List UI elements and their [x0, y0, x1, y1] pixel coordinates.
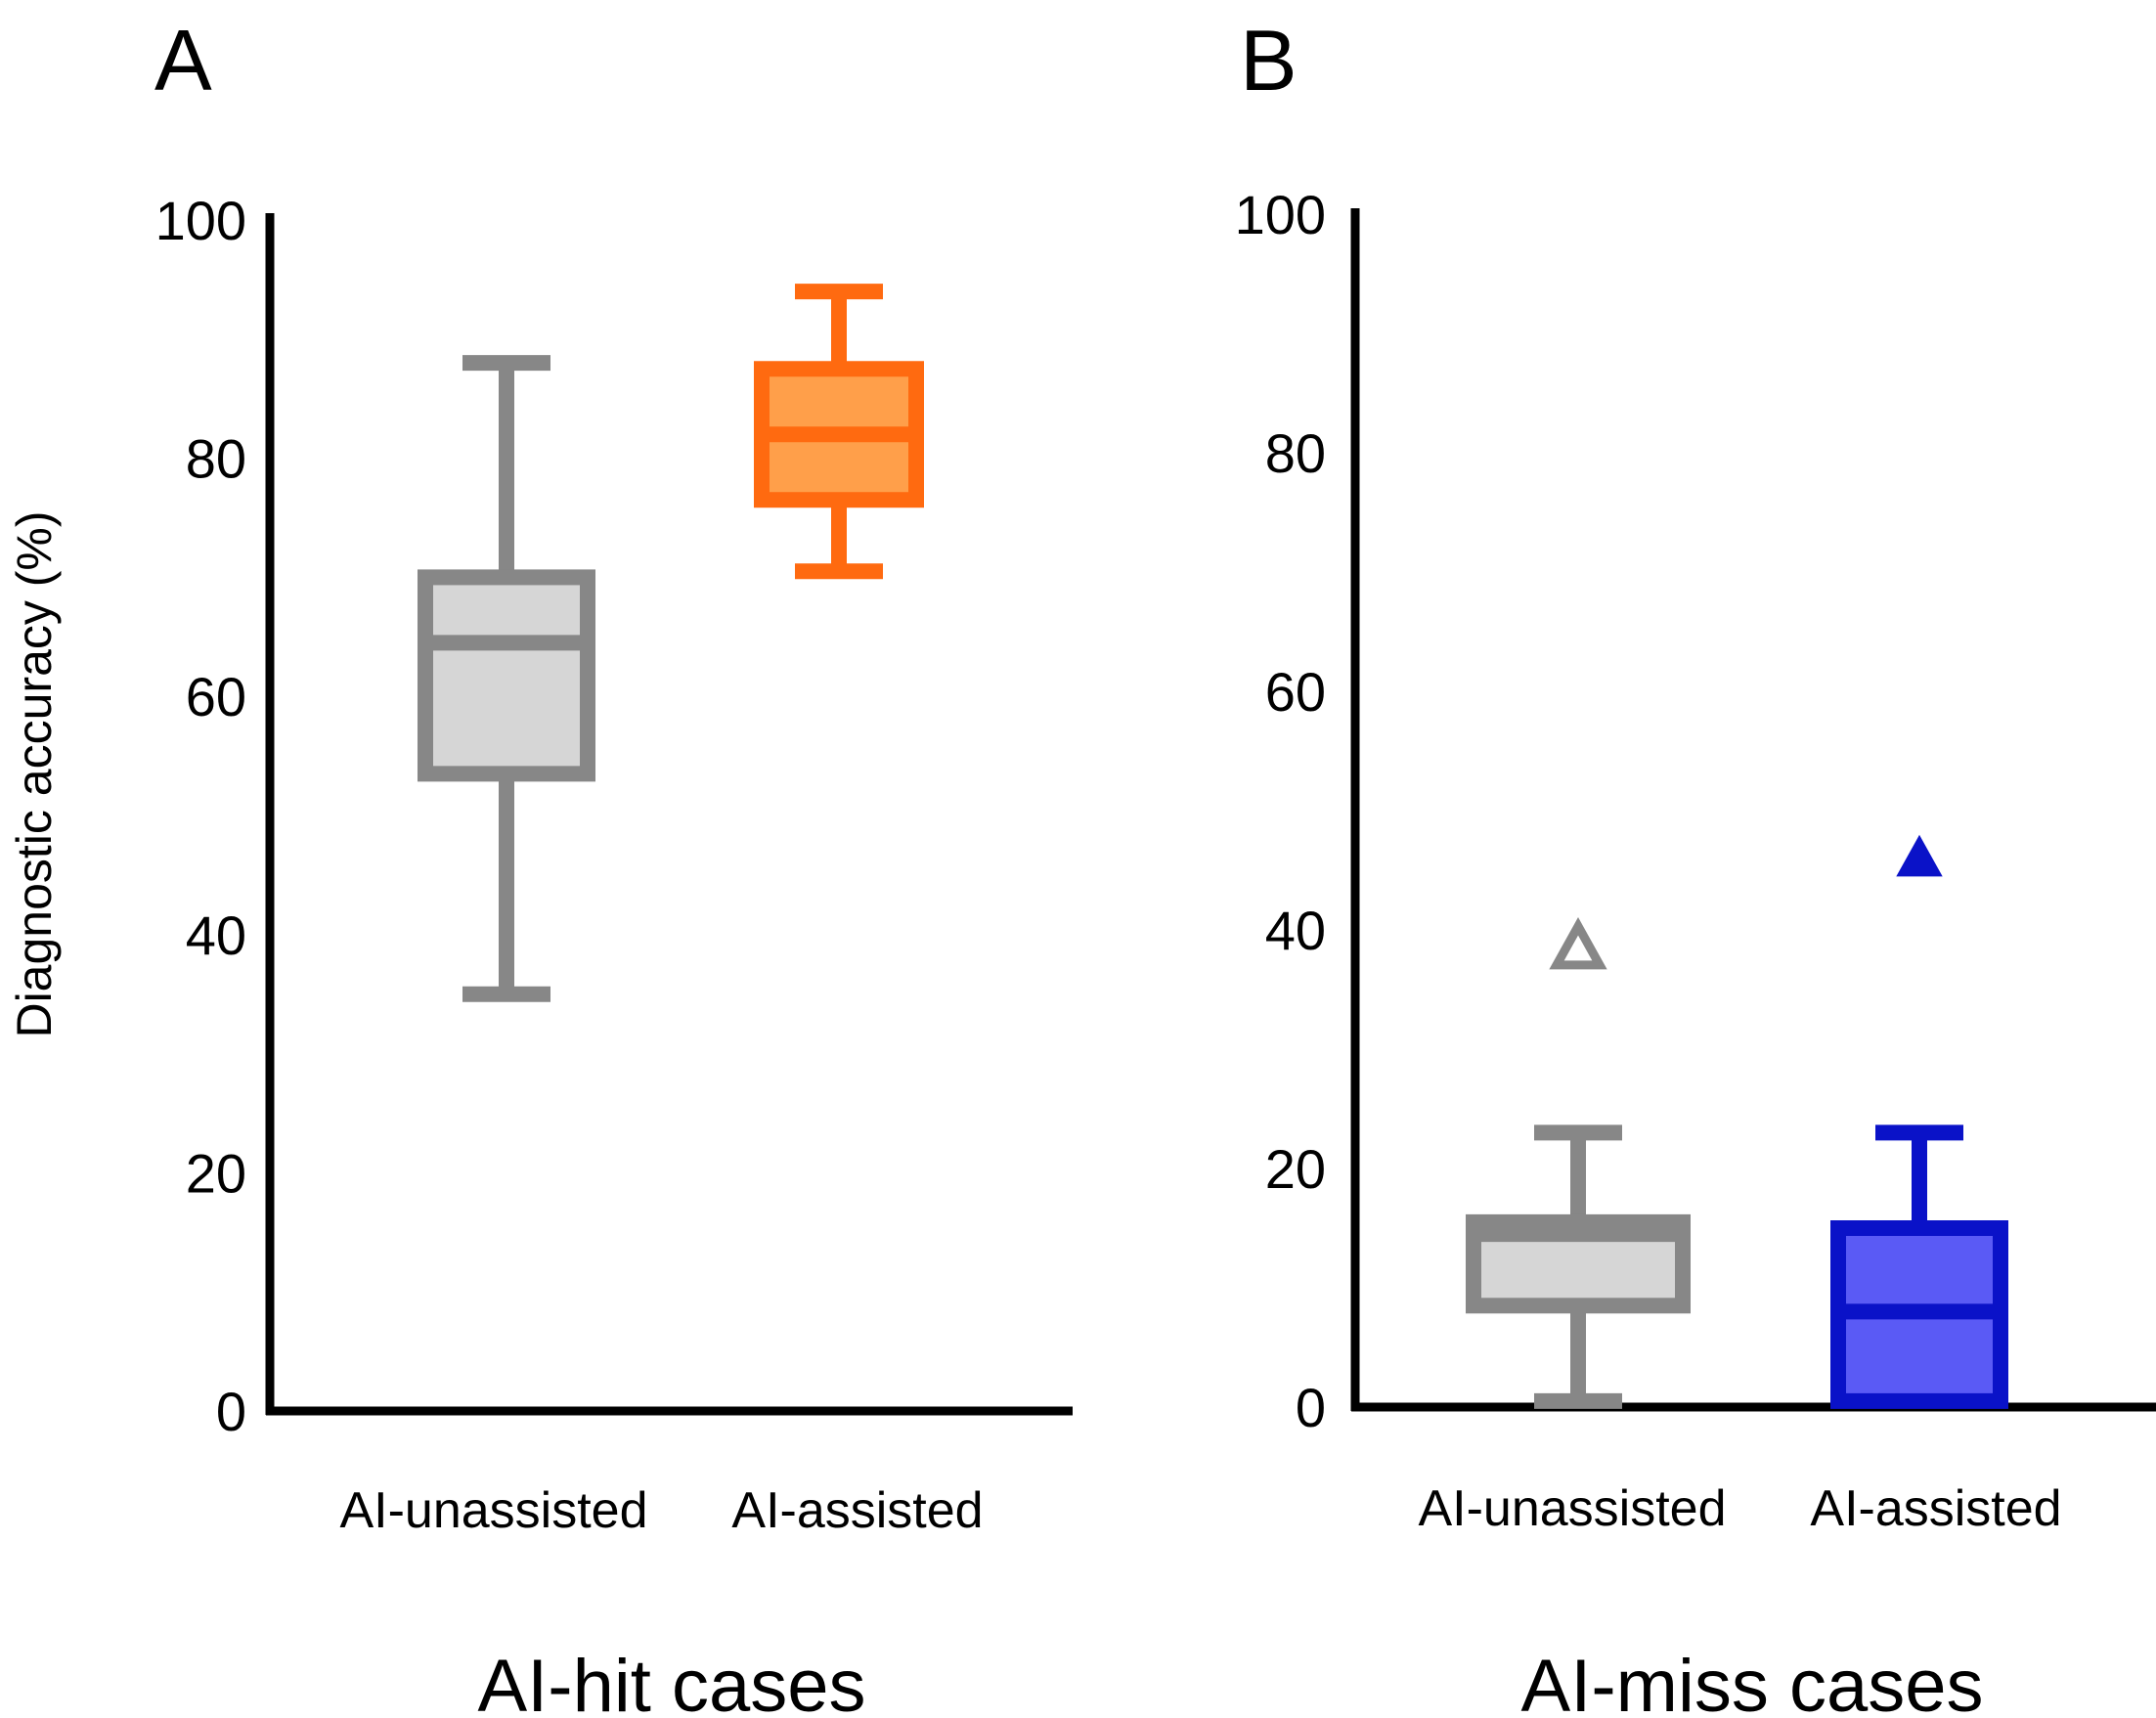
panel-b-label: B — [1240, 12, 1298, 109]
panel-b-plot — [1466, 834, 2008, 1409]
panel-b-box-2 — [1830, 834, 2008, 1409]
panel-a-box-2 — [754, 284, 924, 580]
panel-a-category-label: AI-unassisted — [339, 1482, 647, 1539]
panel-a-category-label: AI-assisted — [731, 1482, 983, 1539]
panel-a-y-tick-label: 80 — [186, 428, 246, 490]
panel-b-box-1 — [1466, 917, 1691, 1409]
panel-a-y-tick-label: 40 — [186, 904, 246, 966]
iqr-box — [418, 569, 595, 782]
panel-b-category-label: AI-assisted — [1810, 1480, 2061, 1537]
outlier-triangle — [1896, 834, 1943, 877]
panel-a: A Diagnostic accuracy (%) 0 20 40 60 80 100 A… — [7, 12, 1073, 1718]
panel-b-y-tick-label: 0 — [1296, 1377, 1326, 1438]
panel-a-y-tick-label: 100 — [155, 190, 246, 251]
panel-b-y-tick-label: 60 — [1265, 661, 1326, 723]
panel-b-y-tick-label: 100 — [1235, 184, 1326, 245]
panel-a-y-ticks: 0 20 40 60 80 100 — [155, 190, 246, 1442]
panel-a-y-tick-label: 0 — [216, 1381, 246, 1442]
panel-a-title: AI-hit cases — [477, 1645, 865, 1718]
panel-a-box-1 — [418, 355, 595, 1002]
panel-b-y-tick-label: 40 — [1265, 900, 1326, 961]
y-axis-label: Diagnostic accuracy (%) — [7, 510, 62, 1037]
panel-b-category-label: AI-unassisted — [1418, 1480, 1726, 1537]
panel-a-label: A — [154, 12, 212, 109]
panel-a-y-tick-label: 20 — [186, 1142, 246, 1204]
panel-a-y-tick-label: 60 — [186, 666, 246, 727]
panel-b-title: AI-miss cases — [1521, 1645, 1984, 1718]
panel-b-y-ticks: 0 20 40 60 80 100 — [1235, 184, 1326, 1438]
panel-b-y-tick-label: 20 — [1265, 1138, 1326, 1200]
panel-b-y-tick-label: 80 — [1265, 422, 1326, 484]
outlier-triangle — [1549, 917, 1607, 970]
panel-b: B 0 20 40 60 80 100 AI-unassisted AI-assisted… — [1235, 12, 2156, 1718]
panel-a-plot — [418, 284, 924, 1002]
